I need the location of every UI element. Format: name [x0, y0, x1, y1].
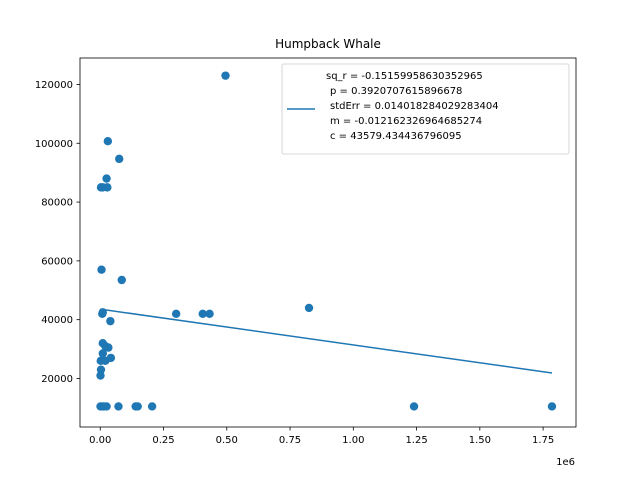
data-point — [102, 402, 111, 411]
data-point — [103, 183, 112, 192]
data-point — [97, 265, 106, 274]
data-point — [114, 402, 123, 411]
data-point — [171, 309, 181, 318]
data-point — [205, 309, 214, 318]
data-point — [102, 174, 111, 183]
data-point — [115, 154, 124, 164]
data-point — [198, 309, 207, 318]
x-tick-label: 0.50 — [216, 435, 238, 446]
legend: sq_r = -0.15159958630352965 p = 0.3920707… — [281, 63, 570, 155]
y-tick-label: 120000 — [35, 80, 73, 91]
legend-entry-text: c = 43579.434436796095 — [330, 131, 462, 142]
y-tick-label: 80000 — [41, 198, 73, 209]
legend-entry-text: p = 0.3920707615896678 — [330, 86, 462, 97]
legend-box — [281, 63, 570, 155]
x-tick-label: 1.75 — [532, 435, 554, 446]
data-point — [101, 356, 110, 366]
data-point — [409, 402, 419, 411]
axes: 0.00 0.25 0.50 0.75 1.00 1.25 1.50 1.75 20000 400… — [35, 57, 577, 446]
fit-line — [100, 308, 553, 374]
x-tick-label: 1.00 — [342, 435, 364, 446]
data-point — [117, 275, 126, 285]
data-point — [98, 349, 107, 358]
legend-entry-text: m = -0.012162326964685274 — [330, 116, 482, 127]
data-point — [96, 371, 105, 380]
data-point — [547, 402, 557, 411]
legend-entry-text: stdErr = 0.014018284029283404 — [330, 101, 499, 112]
x-tick-label: 0.25 — [152, 435, 174, 446]
data-point — [106, 316, 115, 326]
x-offset-label: 1e6 — [556, 457, 575, 468]
y-tick-label: 40000 — [41, 315, 73, 326]
legend-entry-text: sq_r = -0.15159958630352965 — [326, 71, 483, 82]
data-point — [221, 71, 230, 80]
x-tick-label: 0.00 — [89, 435, 111, 446]
y-tick-label: 100000 — [35, 139, 73, 150]
axes-frame — [79, 57, 577, 428]
y-tick-label: 60000 — [41, 256, 73, 267]
data-point — [304, 303, 314, 313]
data-point — [103, 137, 113, 146]
data-point — [147, 402, 157, 411]
chart-title: Humpback Whale — [275, 37, 381, 51]
y-tick-label: 20000 — [41, 374, 73, 385]
data-point — [104, 343, 113, 352]
x-tick-label: 0.75 — [279, 435, 301, 446]
data-point — [133, 402, 142, 411]
x-tick-label: 1.25 — [405, 435, 427, 446]
plot-area — [96, 71, 557, 411]
x-tick-label: 1.50 — [469, 435, 491, 446]
